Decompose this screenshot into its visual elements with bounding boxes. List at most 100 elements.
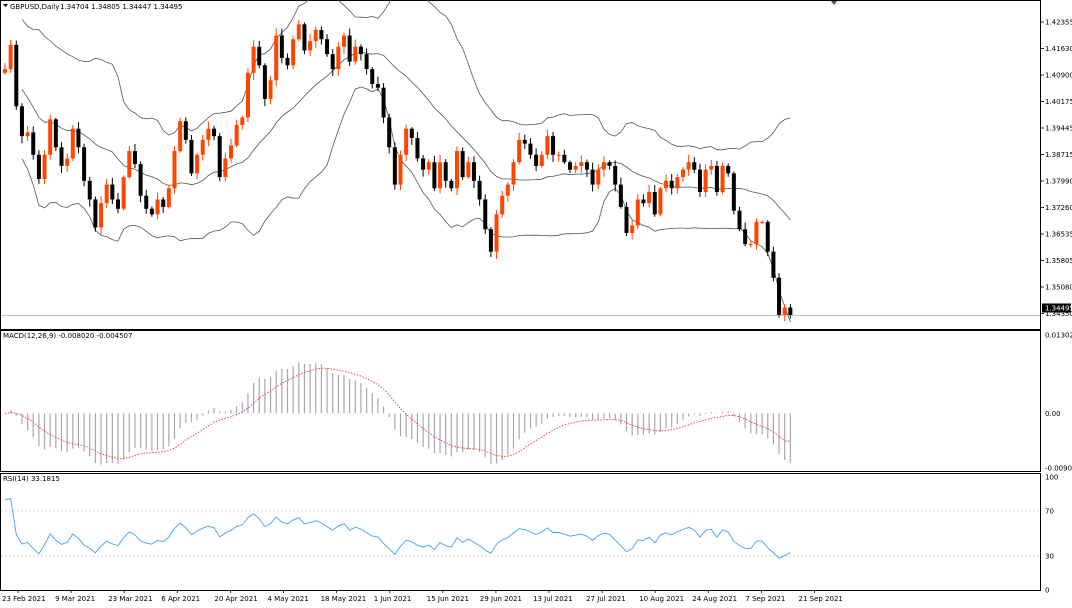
candle[interactable] xyxy=(353,39,358,65)
candle[interactable] xyxy=(65,153,70,173)
candle[interactable] xyxy=(421,155,426,177)
candle[interactable] xyxy=(398,150,403,191)
candle[interactable] xyxy=(579,155,584,173)
candle[interactable] xyxy=(748,240,753,248)
candle[interactable] xyxy=(285,53,290,70)
candle[interactable] xyxy=(302,22,307,55)
candle[interactable] xyxy=(19,103,24,144)
candle[interactable] xyxy=(296,19,301,42)
candle[interactable] xyxy=(782,303,787,322)
candle[interactable] xyxy=(573,162,578,174)
candle[interactable] xyxy=(675,173,680,194)
candle[interactable] xyxy=(132,143,137,169)
candle[interactable] xyxy=(613,160,618,192)
candle[interactable] xyxy=(669,173,674,195)
candle[interactable] xyxy=(505,182,510,202)
candle[interactable] xyxy=(342,32,346,54)
candle[interactable] xyxy=(647,184,652,208)
candle[interactable] xyxy=(686,154,691,176)
candle[interactable] xyxy=(223,152,228,182)
candle[interactable] xyxy=(313,26,318,49)
candle[interactable] xyxy=(76,122,81,154)
candle[interactable] xyxy=(183,117,188,144)
candle[interactable] xyxy=(31,126,36,160)
candle[interactable] xyxy=(584,159,589,178)
candle[interactable] xyxy=(245,68,250,122)
candle[interactable] xyxy=(149,206,154,217)
candle[interactable] xyxy=(471,156,476,189)
candle[interactable] xyxy=(765,220,770,257)
candle[interactable] xyxy=(375,76,380,91)
candle[interactable] xyxy=(274,28,279,87)
candle[interactable] xyxy=(788,304,793,319)
candle[interactable] xyxy=(200,134,205,161)
candle[interactable] xyxy=(229,138,233,163)
candle[interactable] xyxy=(93,196,98,232)
rsi-plot[interactable] xyxy=(1,497,1040,559)
candle[interactable] xyxy=(36,150,41,184)
candle[interactable] xyxy=(545,129,550,160)
candle[interactable] xyxy=(652,185,657,217)
candle[interactable] xyxy=(601,156,606,177)
candle[interactable] xyxy=(551,131,556,162)
candle[interactable] xyxy=(110,177,115,205)
candle[interactable] xyxy=(189,134,194,177)
candle[interactable] xyxy=(8,39,13,73)
candle[interactable] xyxy=(70,124,75,162)
candle[interactable] xyxy=(731,171,736,215)
candle[interactable] xyxy=(347,28,352,67)
candle[interactable] xyxy=(279,28,284,64)
candle[interactable] xyxy=(161,196,166,213)
candle[interactable] xyxy=(166,184,171,209)
candle[interactable] xyxy=(25,126,30,141)
candle[interactable] xyxy=(257,40,262,69)
candle[interactable] xyxy=(87,176,92,207)
candle[interactable] xyxy=(415,132,420,162)
candle[interactable] xyxy=(483,194,488,234)
candle[interactable] xyxy=(664,174,669,192)
candle[interactable] xyxy=(121,175,126,211)
candle[interactable] xyxy=(381,83,386,124)
candle[interactable] xyxy=(404,124,409,161)
candle[interactable] xyxy=(596,164,601,190)
candle[interactable] xyxy=(358,44,363,61)
candle[interactable] xyxy=(477,175,482,206)
candle[interactable] xyxy=(178,117,183,153)
candle[interactable] xyxy=(528,138,533,159)
candle[interactable] xyxy=(466,156,471,179)
candle[interactable] xyxy=(438,154,443,194)
candle[interactable] xyxy=(336,42,341,76)
candle[interactable] xyxy=(432,155,437,191)
candle[interactable] xyxy=(460,147,465,180)
shift-marker-icon[interactable] xyxy=(831,1,837,5)
candle[interactable] xyxy=(590,162,595,192)
candle[interactable] xyxy=(624,201,629,237)
candle[interactable] xyxy=(743,222,748,247)
candle[interactable] xyxy=(330,49,335,76)
candle[interactable] xyxy=(726,163,731,177)
candle[interactable] xyxy=(754,218,759,250)
candle[interactable] xyxy=(455,146,459,195)
candle[interactable] xyxy=(494,210,499,259)
candle[interactable] xyxy=(681,167,685,182)
candle[interactable] xyxy=(709,159,714,175)
candle[interactable] xyxy=(144,189,149,214)
candle[interactable] xyxy=(155,192,160,220)
candle[interactable] xyxy=(212,125,217,141)
candle[interactable] xyxy=(291,35,296,70)
candle[interactable] xyxy=(172,146,177,194)
candle[interactable] xyxy=(325,34,330,57)
candle[interactable] xyxy=(82,143,87,187)
candle[interactable] xyxy=(308,34,313,56)
candle[interactable] xyxy=(697,163,702,197)
candle[interactable] xyxy=(517,132,522,165)
candle[interactable] xyxy=(443,159,448,188)
candle[interactable] xyxy=(607,160,612,170)
candle[interactable] xyxy=(99,195,104,235)
candle[interactable] xyxy=(268,76,273,105)
candle[interactable] xyxy=(48,114,53,160)
candle[interactable] xyxy=(262,63,267,107)
candle[interactable] xyxy=(116,192,120,214)
candle[interactable] xyxy=(692,157,697,174)
